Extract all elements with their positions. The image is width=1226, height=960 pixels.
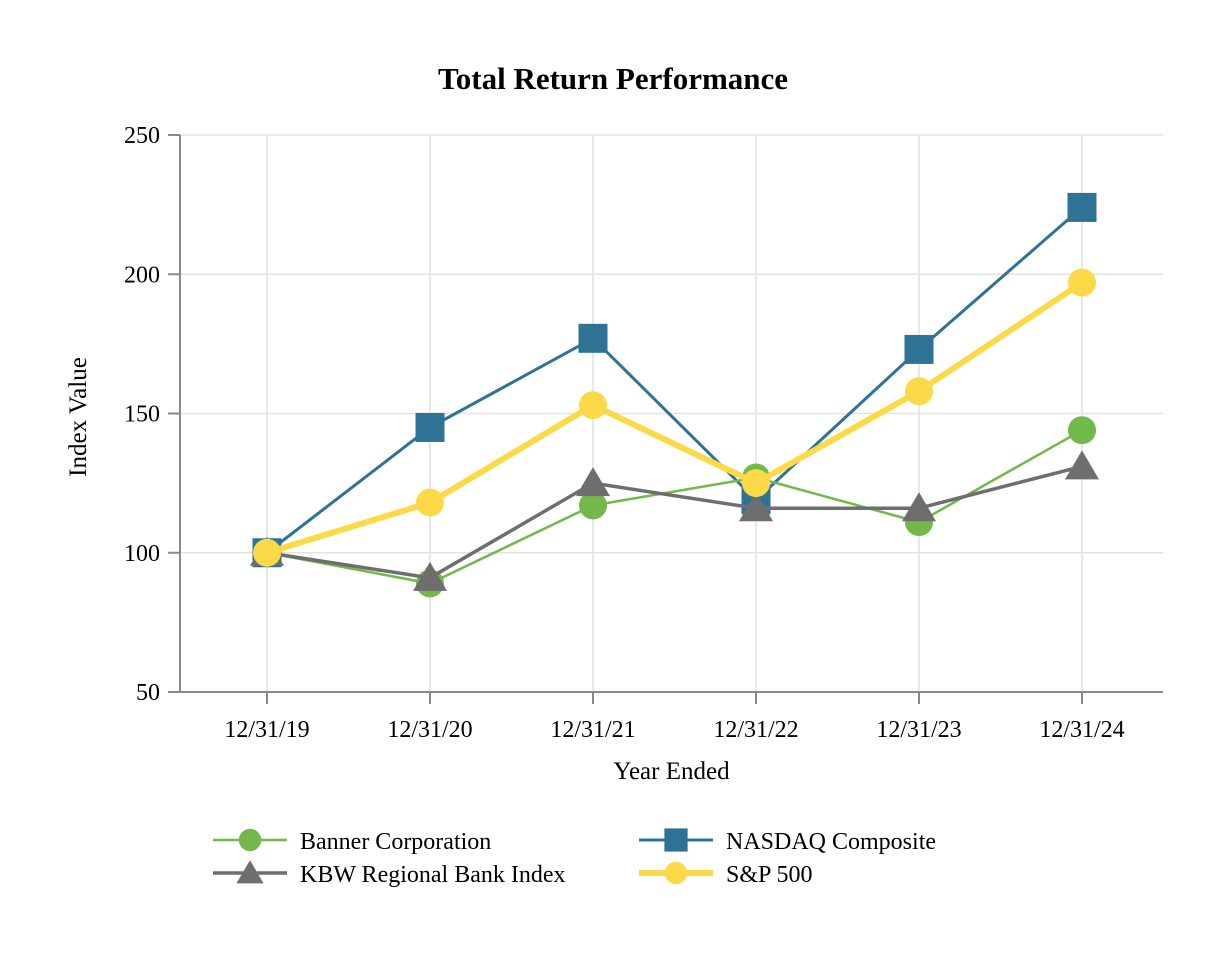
series-marker-nasdaq-composite bbox=[1067, 192, 1097, 222]
series-line-nasdaq-composite bbox=[266, 206, 1083, 554]
series-line-banner-corporation bbox=[266, 429, 1083, 585]
y-tick-label: 50 bbox=[136, 680, 160, 706]
y-tick-label: 250 bbox=[124, 123, 160, 149]
legend-marker-kbw-regional-bank-index bbox=[236, 860, 264, 884]
x-tick-label: 12/31/19 bbox=[224, 717, 309, 743]
series-marker-s-p-500 bbox=[579, 391, 607, 420]
legend-label-kbw-regional-bank-index: KBW Regional Bank Index bbox=[300, 862, 566, 888]
legend-label-nasdaq-composite: NASDAQ Composite bbox=[726, 829, 936, 855]
series-marker-nasdaq-composite bbox=[415, 412, 445, 442]
series-marker-nasdaq-composite bbox=[904, 334, 934, 364]
series-marker-s-p-500 bbox=[1068, 268, 1096, 297]
y-axis-label: Index Value bbox=[65, 357, 92, 477]
x-tick-label: 12/31/22 bbox=[713, 717, 798, 743]
chart-title: Total Return Performance bbox=[438, 61, 788, 96]
legend-item-banner-corporation: Banner Corporation bbox=[213, 829, 491, 855]
series-marker-kbw-regional-bank-index bbox=[413, 561, 447, 591]
series-marker-kbw-regional-bank-index bbox=[1065, 450, 1099, 480]
legend-label-s-p-500: S&P 500 bbox=[726, 862, 812, 888]
series-marker-kbw-regional-bank-index bbox=[576, 467, 610, 497]
series-marker-kbw-regional-bank-index bbox=[739, 492, 773, 522]
y-tick-label: 200 bbox=[124, 262, 160, 288]
series-marker-banner-corporation bbox=[1068, 416, 1096, 445]
series-marker-s-p-500 bbox=[416, 488, 444, 517]
x-tick-label: 12/31/21 bbox=[550, 717, 635, 743]
legend-item-nasdaq-composite: NASDAQ Composite bbox=[639, 829, 936, 855]
x-tick-label: 12/31/20 bbox=[387, 717, 472, 743]
series-line-s-p-500 bbox=[266, 280, 1084, 556]
legend-item-kbw-regional-bank-index: KBW Regional Bank Index bbox=[213, 862, 566, 888]
legend-label-banner-corporation: Banner Corporation bbox=[300, 829, 491, 855]
x-tick-label: 12/31/23 bbox=[876, 717, 961, 743]
series-marker-nasdaq-composite bbox=[578, 323, 608, 353]
y-tick-label: 150 bbox=[124, 402, 160, 428]
series-marker-kbw-regional-bank-index bbox=[902, 492, 936, 522]
legend-marker-banner-corporation bbox=[238, 828, 262, 852]
series-marker-banner-corporation bbox=[579, 491, 607, 520]
legend-marker-s-p-500 bbox=[664, 861, 688, 885]
series-line-kbw-regional-bank-index bbox=[266, 464, 1083, 580]
series-marker-s-p-500 bbox=[253, 538, 281, 567]
legend-marker-nasdaq-composite bbox=[664, 828, 688, 852]
x-axis-label: Year Ended bbox=[613, 758, 730, 785]
series-marker-s-p-500 bbox=[905, 377, 933, 406]
y-tick-label: 100 bbox=[124, 541, 160, 567]
series-marker-s-p-500 bbox=[742, 469, 770, 498]
x-tick-label: 12/31/24 bbox=[1039, 717, 1124, 743]
